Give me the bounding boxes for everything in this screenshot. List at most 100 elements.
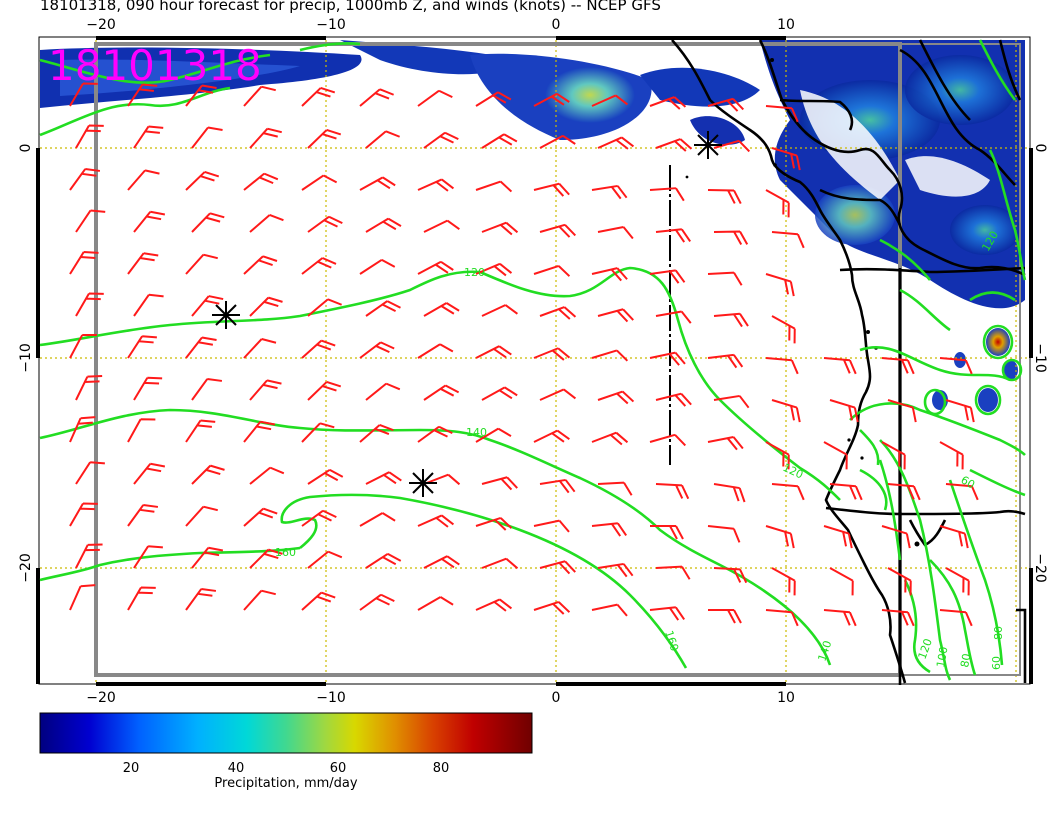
wind-barb — [243, 255, 278, 275]
map-title: 18101318, 090 hour forecast for precip, … — [40, 0, 661, 14]
wind-barb — [655, 483, 690, 500]
wind-barb — [69, 250, 99, 275]
wind-barb — [771, 567, 796, 596]
contour-labels: 120 140 120 160 160 140 60 80 100 120 80… — [275, 229, 1005, 670]
wind-barb — [417, 514, 455, 528]
wind-barb — [539, 306, 577, 320]
wind-barb — [713, 483, 746, 503]
wind-barb — [708, 609, 742, 624]
contour-label: 60 — [990, 656, 1003, 670]
wind-barb — [649, 606, 686, 621]
wind-barb — [423, 384, 460, 401]
wind-barb — [75, 292, 104, 317]
wind-barb — [481, 557, 519, 570]
wind-barb — [301, 339, 336, 359]
wind-barb — [945, 399, 975, 423]
wind-barb — [249, 127, 282, 149]
wind-barb — [75, 375, 103, 401]
colorbar-ramp — [39, 712, 533, 754]
lon-tick-label: 0 — [552, 17, 561, 33]
wind-barb — [539, 388, 577, 401]
wind-barb — [475, 517, 513, 531]
contour-label: 140 — [815, 639, 834, 663]
wind-barb — [69, 584, 96, 611]
lat-tick-label: −10 — [1032, 343, 1048, 373]
wind-barb — [185, 587, 217, 611]
wind-barb — [533, 182, 570, 197]
wind-barb — [133, 293, 164, 317]
wind-barb — [127, 503, 159, 527]
lat-tick-label: 0 — [1032, 144, 1048, 153]
wind-barb — [301, 422, 335, 443]
wind-barb — [707, 189, 742, 205]
wind-barb — [707, 97, 745, 112]
wind-barb — [301, 591, 336, 611]
wind-barb — [249, 466, 285, 485]
wind-barb — [133, 462, 166, 485]
contour-label: 120 — [464, 266, 485, 279]
wind-barb — [887, 567, 912, 596]
wind-barb — [127, 252, 159, 275]
wind-barb — [771, 399, 801, 423]
wind-barb — [533, 429, 570, 443]
wind-barb — [191, 546, 224, 569]
wind-barb — [655, 310, 692, 324]
wind-barb — [249, 379, 282, 401]
wind-barb — [591, 267, 628, 282]
wind-barb — [307, 215, 343, 233]
wind-barb — [365, 217, 402, 233]
wind-barb — [829, 567, 854, 596]
wind-barb — [597, 390, 635, 405]
wind-barb — [243, 420, 276, 443]
wind-barb — [771, 483, 805, 501]
wind-barb — [707, 436, 744, 451]
colorbar-tick: 20 — [123, 761, 140, 776]
lon-tick-label: 0 — [552, 690, 561, 706]
wind-barb — [649, 96, 687, 110]
wind-barb — [185, 336, 217, 359]
wind-barb — [417, 260, 454, 275]
wind-barb — [539, 223, 577, 238]
contour-label: 120 — [781, 461, 806, 482]
wind-barb — [823, 525, 853, 549]
wind-barb — [481, 304, 518, 317]
wind-barb — [475, 598, 513, 612]
wind-barb — [75, 461, 105, 485]
wind-barb — [823, 357, 857, 375]
wind-barb — [713, 567, 748, 584]
wind-barb — [359, 258, 396, 275]
wind-barb — [243, 85, 276, 107]
wind-barb — [365, 471, 402, 485]
lat-tick-label: −20 — [18, 553, 34, 583]
wind-barb — [591, 431, 629, 446]
wind-barb — [417, 425, 453, 443]
wind-barb — [69, 82, 98, 107]
colorbar-tick: 80 — [433, 761, 450, 776]
wind-barb — [707, 525, 741, 543]
wind-barb — [597, 562, 634, 578]
wind-barb — [481, 386, 518, 401]
wind-barb — [365, 300, 401, 317]
wind-barb — [249, 214, 284, 233]
wind-barb — [829, 399, 859, 423]
colorbar-label: Precipitation, mm/day — [214, 776, 358, 791]
wind-barb — [713, 394, 750, 409]
wind-barb — [75, 209, 106, 233]
wind-barb — [649, 187, 685, 202]
wind-barb — [423, 219, 460, 233]
wind-barb — [127, 83, 158, 107]
wind-barb — [69, 333, 97, 359]
wind-barb — [539, 560, 576, 575]
wind-barb — [133, 210, 166, 233]
station-markers — [212, 131, 722, 497]
colorbar-tick: 60 — [330, 761, 347, 776]
lon-tick-label: −20 — [86, 17, 116, 33]
islands — [685, 58, 920, 547]
wind-barb — [591, 94, 629, 107]
wind-barb — [75, 543, 103, 569]
wind-barb — [939, 357, 973, 375]
contour-label: 160 — [275, 546, 296, 559]
wind-barb — [307, 550, 343, 569]
wind-barb — [475, 262, 513, 277]
